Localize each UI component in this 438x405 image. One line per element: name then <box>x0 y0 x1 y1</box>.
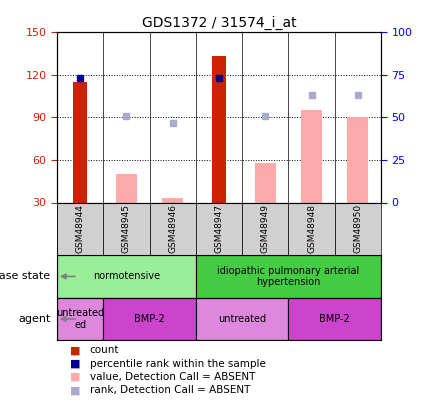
Bar <box>347 117 368 202</box>
Bar <box>255 163 276 202</box>
Text: untreated: untreated <box>218 314 266 324</box>
Bar <box>103 298 196 340</box>
Bar <box>212 57 226 202</box>
Text: GSM48948: GSM48948 <box>307 205 316 253</box>
Bar <box>335 202 381 255</box>
Bar <box>196 255 381 298</box>
Text: ■: ■ <box>70 345 81 355</box>
Text: percentile rank within the sample: percentile rank within the sample <box>90 359 266 369</box>
Bar <box>196 298 289 340</box>
Bar <box>242 202 289 255</box>
Text: GSM48946: GSM48946 <box>168 205 177 253</box>
Text: GSM48949: GSM48949 <box>261 205 270 253</box>
Bar <box>196 202 242 255</box>
Bar <box>57 202 103 255</box>
Bar <box>103 202 149 255</box>
Text: BMP-2: BMP-2 <box>319 314 350 324</box>
Text: GSM48947: GSM48947 <box>215 205 223 253</box>
Text: GSM48945: GSM48945 <box>122 205 131 253</box>
Text: disease state: disease state <box>0 271 50 281</box>
Bar <box>116 174 137 202</box>
Bar <box>149 202 196 255</box>
Text: agent: agent <box>18 314 50 324</box>
Text: idiopathic pulmonary arterial
hypertension: idiopathic pulmonary arterial hypertensi… <box>217 266 360 287</box>
Text: GSM48950: GSM48950 <box>353 204 362 254</box>
Text: BMP-2: BMP-2 <box>134 314 165 324</box>
Text: ■: ■ <box>70 386 81 395</box>
Bar <box>301 111 322 202</box>
Text: value, Detection Call = ABSENT: value, Detection Call = ABSENT <box>90 372 255 382</box>
Bar <box>162 198 183 202</box>
Bar <box>57 255 196 298</box>
Text: rank, Detection Call = ABSENT: rank, Detection Call = ABSENT <box>90 386 250 395</box>
Title: GDS1372 / 31574_i_at: GDS1372 / 31574_i_at <box>141 16 297 30</box>
Bar <box>73 82 87 202</box>
Text: ■: ■ <box>70 372 81 382</box>
Text: GSM48944: GSM48944 <box>76 205 85 253</box>
Text: untreated
ed: untreated ed <box>56 308 104 330</box>
Bar <box>289 202 335 255</box>
Bar <box>289 298 381 340</box>
Bar <box>57 298 103 340</box>
Text: ■: ■ <box>70 359 81 369</box>
Text: count: count <box>90 345 119 355</box>
Text: normotensive: normotensive <box>93 271 160 281</box>
